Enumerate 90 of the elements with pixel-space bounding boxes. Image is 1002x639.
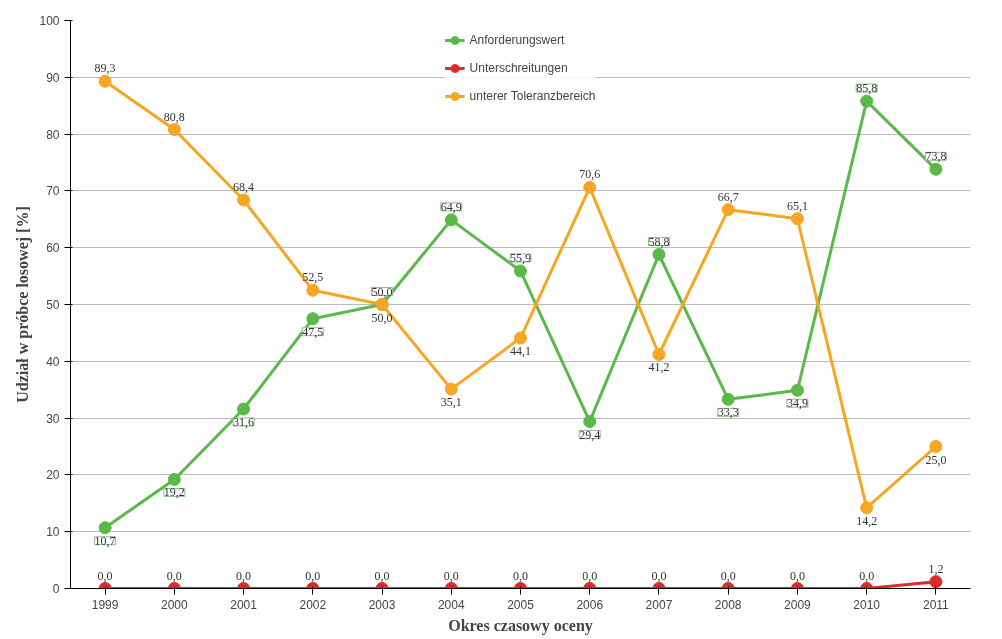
data-label: 66,7	[717, 189, 739, 204]
y-tick-label: 30	[46, 411, 60, 426]
data-label: 65,1	[786, 198, 808, 213]
data-label: 33,3	[717, 405, 739, 420]
y-tick-label: 50	[46, 298, 60, 312]
data-label: 50,0	[371, 284, 393, 299]
point	[860, 94, 874, 108]
x-tick-label: 2009	[784, 597, 812, 612]
data-label: 14,2	[856, 513, 878, 528]
x-tick-label: 2007	[645, 597, 673, 612]
point	[306, 283, 320, 297]
y-tick-label: 40	[46, 354, 60, 369]
point	[652, 348, 666, 361]
data-label: 10,7	[94, 533, 116, 548]
data-label: 58,8	[648, 234, 670, 249]
data-label: 29,4	[579, 427, 601, 442]
point	[721, 392, 735, 406]
data-label: 89,3	[94, 61, 116, 76]
x-tick-label: 2001	[230, 597, 258, 612]
data-label: 41,2	[648, 360, 670, 375]
data-label: 1,2	[928, 561, 944, 576]
data-label: 0,0	[374, 568, 390, 583]
x-tick-label: 2005	[507, 597, 535, 612]
data-label: 64,9	[440, 199, 462, 214]
y-tick-label: 70	[46, 184, 60, 199]
point	[444, 213, 458, 227]
data-label: 55,9	[510, 250, 531, 265]
point	[444, 382, 458, 396]
legend-label: Anforderungswert	[469, 33, 565, 47]
data-label: 0,0	[720, 568, 736, 583]
x-tick-label: 2006	[576, 597, 604, 612]
data-label: 0,0	[443, 568, 459, 583]
point	[790, 212, 804, 226]
legend-label: unterer Toleranzbereich	[469, 89, 596, 103]
point	[583, 181, 597, 194]
data-label: 34,9	[786, 396, 808, 411]
legend-label: Unterschreitungen	[469, 61, 568, 75]
point	[652, 248, 666, 261]
data-label: 50,0	[371, 310, 393, 325]
x-tick-label: 2008	[714, 597, 742, 612]
data-label: 68,4	[233, 179, 255, 194]
point	[790, 383, 804, 397]
point	[929, 440, 943, 453]
data-label: 0,0	[651, 568, 667, 583]
y-axis-title: Udział w próbce losowej [%]	[14, 206, 33, 403]
y-tick-label: 0	[52, 582, 60, 596]
x-tick-label: 2002	[299, 597, 327, 612]
data-label: 70,6	[579, 167, 601, 182]
data-label: 0,0	[789, 568, 805, 583]
data-label: 0,0	[166, 568, 182, 583]
data-label: 35,1	[440, 395, 462, 410]
point	[514, 331, 527, 345]
data-label: 85,8	[856, 81, 878, 96]
data-label: 25,0	[925, 452, 947, 467]
point	[721, 203, 735, 217]
x-tick-label: 2011	[922, 597, 950, 612]
data-label: 0,0	[859, 568, 875, 583]
y-tick-label: 60	[46, 241, 60, 256]
data-label: 52,5	[302, 270, 324, 285]
y-tick-label: 20	[46, 468, 60, 483]
point	[583, 415, 597, 428]
x-tick-label: 2010	[853, 597, 881, 612]
data-label: 0,0	[305, 568, 321, 583]
point	[306, 312, 320, 326]
point	[98, 74, 112, 88]
point	[929, 162, 943, 176]
x-tick-label: 2004	[437, 597, 465, 612]
data-label: 80,8	[163, 109, 185, 124]
point	[514, 264, 527, 278]
point	[167, 123, 181, 137]
data-label: 47,5	[302, 324, 324, 339]
x-axis-title: Okres czasowy oceny	[448, 616, 593, 635]
y-tick-label: 80	[46, 127, 60, 142]
x-tick-label: 1999	[91, 597, 119, 612]
data-label: 19,2	[163, 485, 185, 500]
y-tick-label: 100	[39, 14, 60, 28]
point	[167, 472, 181, 486]
data-label: 0,0	[236, 568, 252, 583]
y-tick-label: 10	[46, 525, 60, 540]
data-label: 0,0	[513, 568, 528, 583]
point	[237, 193, 251, 207]
x-tick-label: 2000	[161, 597, 189, 612]
data-label: 31,6	[233, 415, 255, 430]
x-tick-label: 2003	[368, 597, 396, 612]
data-label: 44,1	[510, 344, 531, 359]
data-label: 73,8	[925, 149, 947, 164]
data-label: 0,0	[97, 568, 113, 583]
y-tick-label: 90	[46, 70, 60, 85]
data-label: 0,0	[582, 568, 598, 583]
point	[237, 402, 251, 416]
